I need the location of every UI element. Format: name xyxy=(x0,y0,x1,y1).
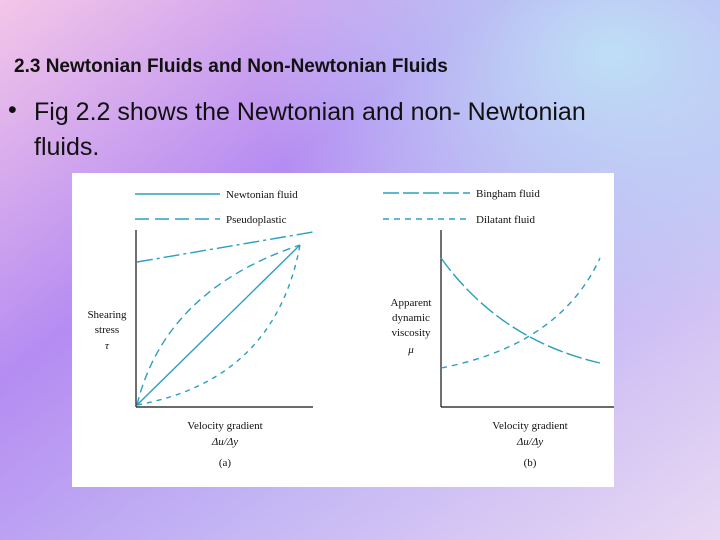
bullet-mark: • xyxy=(8,96,17,124)
bingham-curve xyxy=(136,231,314,263)
legend-label: Dilatant fluid xyxy=(476,214,535,226)
figure-box xyxy=(72,173,614,487)
y-label: μ xyxy=(407,344,414,356)
legend-label: Newtonian fluid xyxy=(226,189,298,201)
figure: Newtonian fluid Pseudoplastic Shearing s… xyxy=(72,173,614,487)
newtonian-curve xyxy=(136,244,301,406)
pseudoplastic-curve xyxy=(136,244,301,406)
legend-label: Pseudoplastic xyxy=(226,214,287,226)
bingham-viscosity-curve xyxy=(440,257,601,364)
x-label: Velocity gradient xyxy=(187,420,262,432)
y-label: Apparent xyxy=(391,297,432,309)
panel-caption: (a) xyxy=(219,457,232,469)
slide-title: 2.3 Newtonian Fluids and Non-Newtonian F… xyxy=(14,56,448,77)
x-label: Δu/Δy xyxy=(516,436,543,448)
y-label: Shearing xyxy=(87,309,127,321)
x-label: Δu/Δy xyxy=(211,436,238,448)
y-label: viscosity xyxy=(391,327,431,339)
panel-caption: (b) xyxy=(524,457,537,469)
y-label: τ xyxy=(105,340,110,352)
y-label: stress xyxy=(95,324,119,336)
legend-label: Bingham fluid xyxy=(476,188,540,200)
x-label: Velocity gradient xyxy=(492,420,567,432)
y-label: dynamic xyxy=(392,312,430,324)
dilatant-curve xyxy=(136,244,301,406)
dilatant-viscosity-curve xyxy=(440,257,601,369)
bullet-text: fluids. xyxy=(34,133,99,161)
bullet-text: Fig 2.2 shows the Newtonian and non- New… xyxy=(34,98,586,126)
